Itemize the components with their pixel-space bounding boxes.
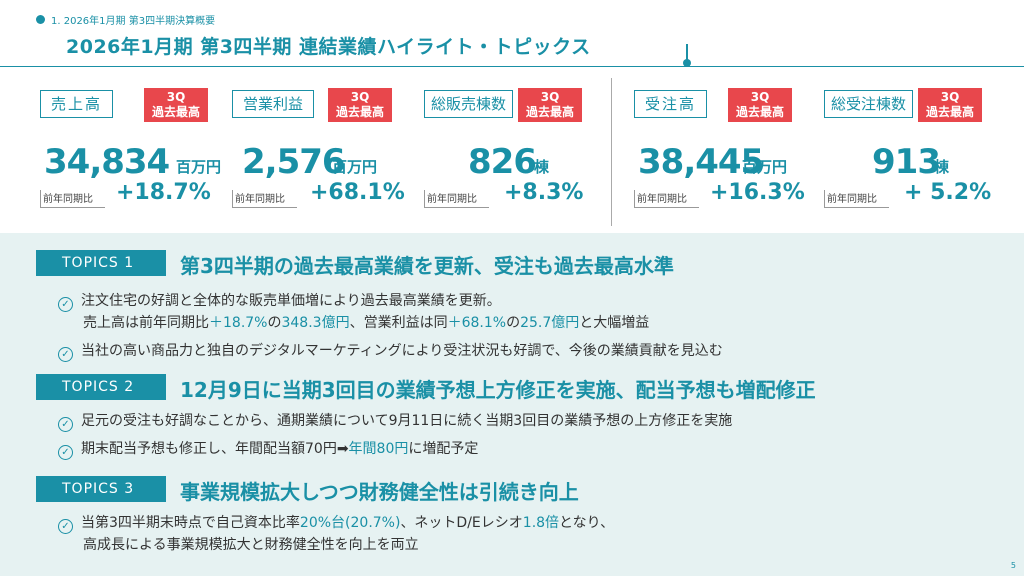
topic-heading-3: 事業規模拡大しつつ財務健全性は引続き向上 bbox=[180, 480, 579, 504]
check-circle-icon: ✓ bbox=[58, 417, 73, 432]
badge-line1: 3Q bbox=[350, 90, 370, 104]
topic-tag-2: TOPICS 2 bbox=[36, 374, 156, 400]
text-part: 、ネットD/Eレシオ bbox=[400, 515, 523, 531]
kpi-value: 2,576 bbox=[242, 142, 346, 182]
record-high-badge: 3Q 過去最高 bbox=[918, 88, 982, 122]
kpi-yoy: +8.3% bbox=[504, 180, 584, 205]
kpi-unit: 百万円 bbox=[742, 158, 788, 176]
text-part: 売上高は前年同期比 bbox=[83, 315, 209, 331]
highlight-value: 25.7億円 bbox=[520, 315, 580, 331]
highlight-value: 1.8倍 bbox=[522, 515, 560, 531]
kpi-yoy-label: 前年同期比 bbox=[634, 190, 699, 208]
record-high-badge: 3Q 過去最高 bbox=[144, 88, 208, 122]
bullet-continuation: 売上高は前年同期比＋18.7%の348.3億円、営業利益は同＋68.1%の25.… bbox=[58, 312, 649, 334]
bullet-text: 注文住宅の好調と全体的な販売単価増により過去最高業績を更新。 bbox=[81, 293, 501, 309]
kpi-label: 総受注棟数 bbox=[824, 90, 914, 118]
record-high-badge: 3Q 過去最高 bbox=[328, 88, 392, 122]
badge-line1: 3Q bbox=[166, 90, 186, 104]
kpi-unit: 棟 bbox=[534, 158, 550, 176]
kpi-unit: 百万円 bbox=[176, 158, 222, 176]
bullet-text: 当社の高い商品力と独自のデジタルマーケティングにより受注状況も好調で、今後の業績… bbox=[81, 343, 723, 359]
kpi-yoy-label: 前年同期比 bbox=[824, 190, 889, 208]
check-circle-icon: ✓ bbox=[58, 445, 73, 460]
topic-tag-arrow bbox=[156, 250, 166, 276]
kpi-yoy: +18.7% bbox=[116, 180, 211, 205]
topic-tag-arrow bbox=[156, 476, 166, 502]
topic-heading-2: 12月9日に当期3回目の業績予想上方修正を実施、配当予想も増配修正 bbox=[180, 378, 816, 402]
bullet-continuation: 高成長による事業規模拡大と財務健全性を向上を両立 bbox=[83, 537, 419, 553]
topics-section bbox=[0, 233, 1024, 576]
check-circle-icon: ✓ bbox=[58, 297, 73, 312]
text-part: の bbox=[267, 315, 282, 331]
kpi-yoy-label: 前年同期比 bbox=[232, 190, 297, 208]
badge-line2: 過去最高 bbox=[525, 105, 574, 119]
kpi-divider bbox=[611, 78, 612, 226]
title-divider bbox=[0, 66, 1024, 67]
title-pin-dot bbox=[683, 59, 691, 67]
kpi-label: 営業利益 bbox=[232, 90, 315, 118]
kpi-label: 売上高 bbox=[40, 90, 114, 118]
kpi-value: 913 bbox=[872, 142, 941, 182]
kpi-orders: 受注高 3Q 過去最高 38,445 百万円 前年同期比 +16.3% bbox=[634, 84, 814, 224]
kpi-yoy: +16.3% bbox=[710, 180, 805, 205]
kpi-unit: 棟 bbox=[934, 158, 950, 176]
text-part: 期末配当予想も修正し、年間配当額70円➡ bbox=[81, 441, 349, 457]
badge-line2: 過去最高 bbox=[151, 105, 200, 119]
kpi-label: 受注高 bbox=[634, 90, 708, 118]
title-pin-line bbox=[686, 44, 688, 62]
page-number: 5 bbox=[1010, 561, 1016, 570]
record-high-badge: 3Q 過去最高 bbox=[518, 88, 582, 122]
kpi-yoy-label: 前年同期比 bbox=[424, 190, 489, 208]
kpi-value: 34,834 bbox=[44, 142, 170, 182]
highlight-value: 20%台(20.7%) bbox=[299, 515, 401, 531]
text-part: の bbox=[506, 315, 521, 331]
kpi-label: 総販売棟数 bbox=[424, 90, 514, 118]
topic-heading-1: 第3四半期の過去最高業績を更新、受注も過去最高水準 bbox=[180, 254, 674, 278]
kpi-value: 38,445 bbox=[638, 142, 764, 182]
badge-line1: 3Q bbox=[940, 90, 960, 104]
topic-3-bullet-1: ✓ 当第3四半期末時点で自己資本比率20%台(20.7%)、ネットD/Eレシオ1.… bbox=[58, 512, 614, 556]
badge-line2: 過去最高 bbox=[735, 105, 784, 119]
topic-2-bullet-2: ✓ 期末配当予想も修正し、年間配当額70円➡年間80円に増配予定 bbox=[58, 438, 478, 460]
breadcrumb: 1. 2026年1月期 第3四半期決算概要 bbox=[36, 12, 215, 27]
check-circle-icon: ✓ bbox=[58, 519, 73, 534]
kpi-operating-profit: 営業利益 3Q 過去最高 2,576 百万円 前年同期比 +68.1% bbox=[232, 84, 412, 224]
topic-2-bullet-1: ✓ 足元の受注も好調なことから、通期業績について9月11日に続く当期3回目の業績予… bbox=[58, 410, 732, 432]
kpi-yoy: +68.1% bbox=[310, 180, 405, 205]
badge-line2: 過去最高 bbox=[335, 105, 384, 119]
topic-1-bullet-2: ✓ 当社の高い商品力と独自のデジタルマーケティングにより受注状況も好調で、今後の業… bbox=[58, 340, 723, 362]
breadcrumb-text: 1. 2026年1月期 第3四半期決算概要 bbox=[51, 16, 216, 27]
kpi-total-units-ordered: 総受注棟数 3Q 過去最高 913 棟 前年同期比 + 5.2% bbox=[824, 84, 1004, 224]
text-part: 、営業利益は同 bbox=[349, 315, 448, 331]
highlight-value: 年間80円 bbox=[348, 441, 409, 457]
text-part: に増配予定 bbox=[408, 441, 479, 457]
highlight-value: 348.3億円 bbox=[281, 315, 350, 331]
text-part: 当第3四半期末時点で自己資本比率 bbox=[81, 515, 300, 531]
page-title: 2026年1月期 第3四半期 連結業績ハイライト・トピックス bbox=[66, 36, 591, 58]
badge-line1: 3Q bbox=[540, 90, 560, 104]
text-part: と大幅増益 bbox=[579, 315, 650, 331]
kpi-value: 826 bbox=[468, 142, 537, 182]
kpi-yoy-label: 前年同期比 bbox=[40, 190, 105, 208]
bullet-dot-icon bbox=[36, 15, 45, 24]
text-part: となり、 bbox=[559, 515, 615, 531]
highlight-value: ＋68.1% bbox=[447, 315, 507, 331]
badge-line1: 3Q bbox=[750, 90, 770, 104]
highlight-value: ＋18.7% bbox=[209, 315, 268, 331]
topic-tag-3: TOPICS 3 bbox=[36, 476, 156, 502]
badge-line2: 過去最高 bbox=[925, 105, 974, 119]
record-high-badge: 3Q 過去最高 bbox=[728, 88, 792, 122]
kpi-unit: 百万円 bbox=[332, 158, 378, 176]
topic-1-bullet-1: ✓ 注文住宅の好調と全体的な販売単価増により過去最高業績を更新。 売上高は前年同期… bbox=[58, 290, 649, 334]
kpi-total-units-sold: 総販売棟数 3Q 過去最高 826 棟 前年同期比 +8.3% bbox=[424, 84, 604, 224]
check-circle-icon: ✓ bbox=[58, 347, 73, 362]
topic-tag-1: TOPICS 1 bbox=[36, 250, 156, 276]
kpi-sales: 売上高 3Q 過去最高 34,834 百万円 前年同期比 +18.7% bbox=[40, 84, 222, 224]
topic-tag-arrow bbox=[156, 374, 166, 400]
kpi-yoy: + 5.2% bbox=[904, 180, 992, 205]
bullet-text: 足元の受注も好調なことから、通期業績について9月11日に続く当期3回目の業績予想… bbox=[81, 413, 733, 429]
